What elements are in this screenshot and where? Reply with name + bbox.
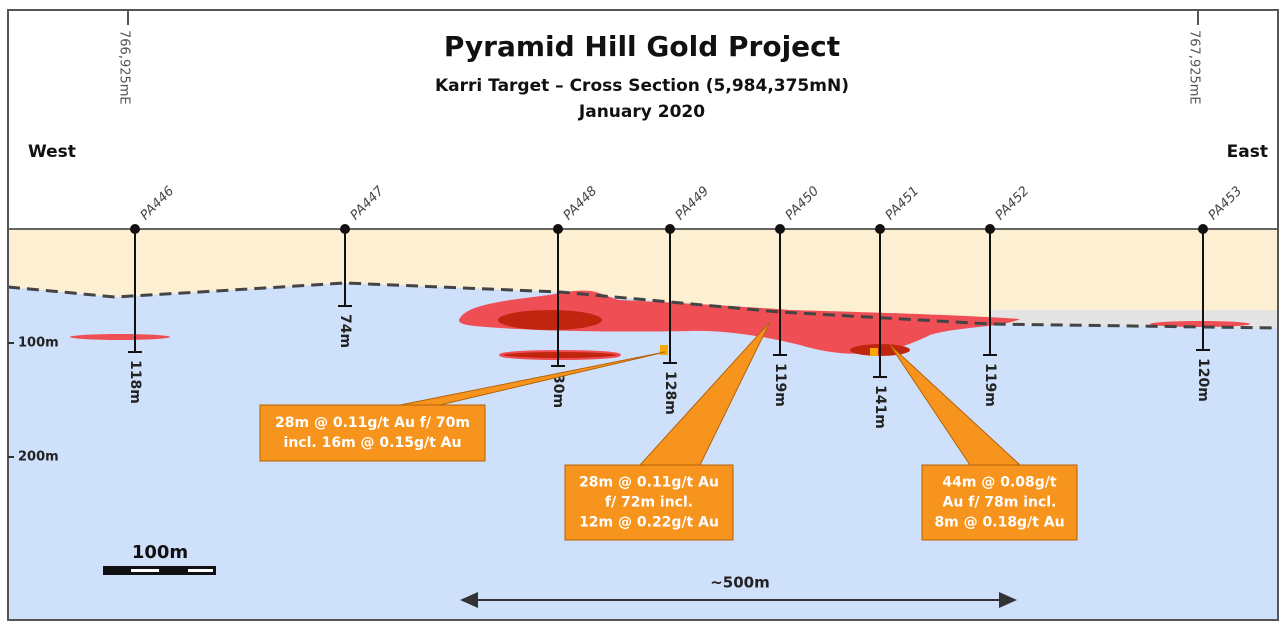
hole-depth: 120m: [1195, 358, 1211, 402]
collar: [665, 224, 675, 234]
callout-text: 12m @ 0.22g/t Au: [579, 515, 719, 531]
west-label: West: [28, 142, 76, 162]
callout-text: f/ 72m incl.: [605, 495, 693, 511]
collar: [130, 224, 140, 234]
collar: [1198, 224, 1208, 234]
collar: [340, 224, 350, 234]
intercept: [870, 348, 878, 356]
callout-text: incl. 16m @ 0.15g/t Au: [284, 435, 462, 451]
title: Pyramid Hill Gold Project: [444, 30, 840, 63]
scale-label: 100m: [132, 542, 188, 563]
cross-section: Pyramid Hill Gold Project Karri Target –…: [0, 0, 1284, 629]
subtitle: Karri Target – Cross Section (5,984,375m…: [435, 76, 849, 96]
intercept: [660, 345, 668, 355]
hole-depth: 119m: [982, 363, 998, 407]
callout-box: [260, 405, 485, 461]
easting: 766,925mE: [117, 30, 132, 105]
callout-text: 28m @ 0.11g/t Au: [579, 475, 719, 491]
depth-label: 200m: [18, 450, 59, 465]
ore-lens: [70, 334, 170, 340]
easting: 767,925mE: [1187, 30, 1202, 105]
hole-depth: 74m: [337, 314, 353, 348]
hole-depth: 119m: [772, 363, 788, 407]
distance-label: ~500m: [710, 574, 770, 592]
hole-depth: 118m: [127, 360, 143, 404]
ore-core: [498, 310, 602, 330]
hole-depth: 128m: [662, 371, 678, 415]
collar: [775, 224, 785, 234]
collar: [985, 224, 995, 234]
hole-depth: 141m: [872, 385, 888, 429]
callout-text: 28m @ 0.11g/t Au f/ 70m: [275, 415, 470, 431]
scale-bar-seg: [131, 569, 159, 572]
scale-bar-seg: [188, 569, 213, 572]
collar: [875, 224, 885, 234]
date: January 2020: [578, 102, 705, 122]
callout-text: 8m @ 0.18g/t Au: [934, 515, 1064, 531]
collar: [553, 224, 563, 234]
hole-depth: 30m: [550, 374, 566, 408]
ore-lens: [500, 351, 620, 359]
east-label: East: [1227, 142, 1268, 162]
callout-text: Au f/ 78m incl.: [943, 495, 1057, 511]
depth-label: 100m: [18, 336, 59, 351]
callout-text: 44m @ 0.08g/t: [942, 475, 1056, 491]
